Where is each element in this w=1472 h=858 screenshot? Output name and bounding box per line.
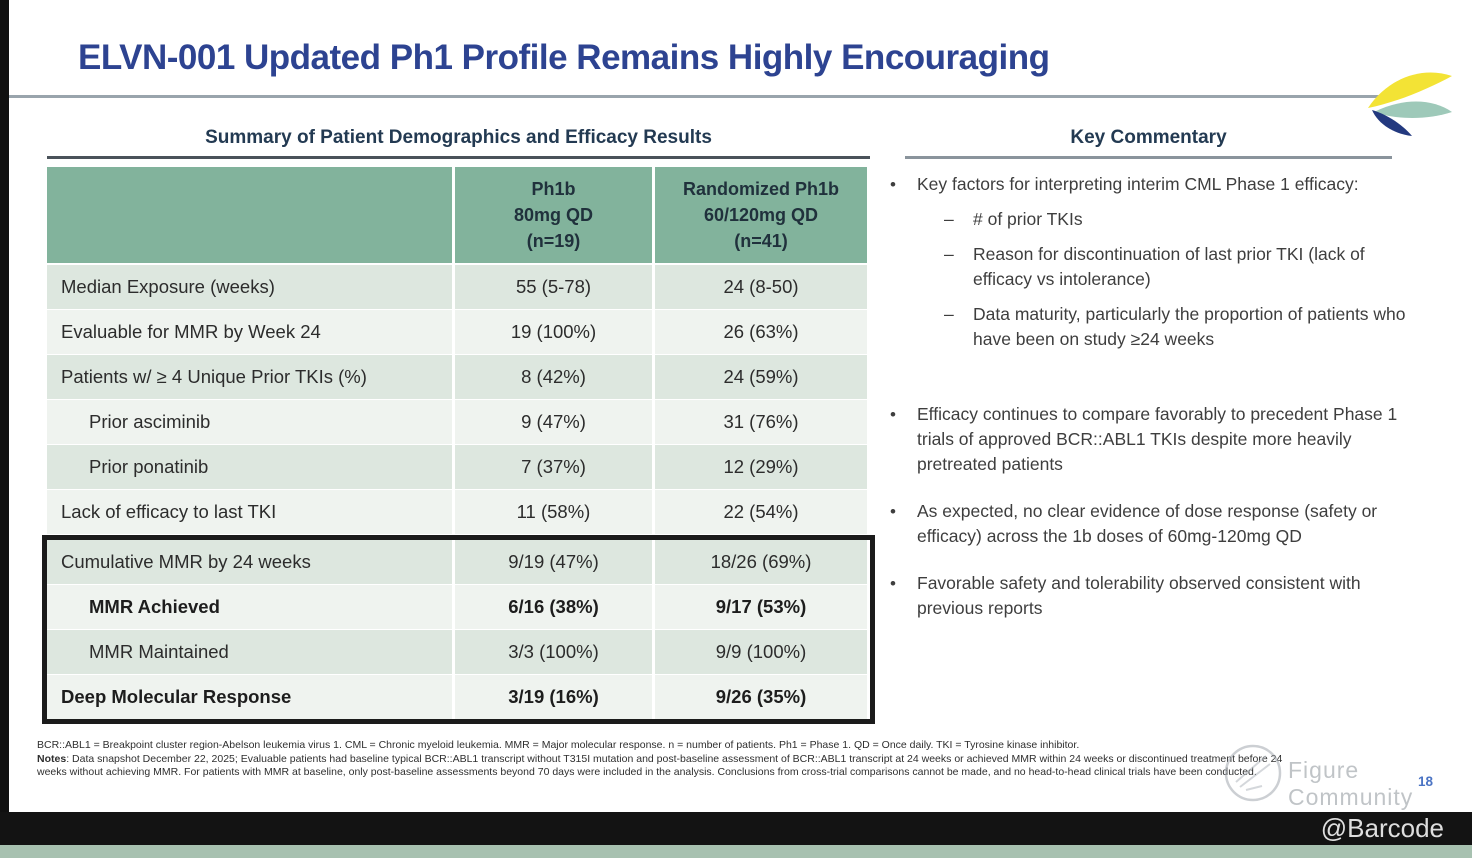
row-label: Cumulative MMR by 24 weeks [47, 540, 452, 584]
row-value-randomized: 24 (59%) [655, 355, 867, 399]
row-value-randomized: 31 (76%) [655, 400, 867, 444]
row-label: Patients w/ ≥ 4 Unique Prior TKIs (%) [47, 355, 452, 399]
row-value-ph1b: 55 (5-78) [455, 265, 652, 309]
commentary-sub-bullet: – # of prior TKIs [944, 207, 1422, 232]
commentary-bullet: • As expected, no clear evidence of dose… [890, 499, 1422, 549]
row-value-ph1b: 11 (58%) [455, 490, 652, 534]
row-value-ph1b: 19 (100%) [455, 310, 652, 354]
bullet-icon: • [890, 175, 896, 194]
row-label: Prior asciminib [47, 400, 452, 444]
dash-icon: – [944, 209, 954, 229]
footnote-abbreviations: BCR::ABL1 = Breakpoint cluster region-Ab… [37, 739, 1080, 751]
header-line: Ph1b [531, 179, 576, 199]
header-randomized-cell: Randomized Ph1b 60/120mg QD (n=41) [655, 167, 867, 263]
company-logo-icon [1360, 62, 1460, 149]
table-row: Median Exposure (weeks) 55 (5-78) 24 (8-… [47, 265, 880, 309]
row-value-ph1b: 9 (47%) [455, 400, 652, 444]
table-row: MMR Achieved 6/16 (38%) 9/17 (53%) [47, 585, 870, 629]
commentary-bullet: • Favorable safety and tolerability obse… [890, 571, 1422, 621]
watermark-logo-icon [1222, 742, 1284, 809]
row-label: Prior ponatinib [47, 445, 452, 489]
row-value-randomized: 22 (54%) [655, 490, 867, 534]
header-line: (n=41) [734, 231, 788, 251]
screen-edge-strip [0, 0, 9, 812]
bottom-accent-strip [0, 845, 1472, 858]
row-label: Median Exposure (weeks) [47, 265, 452, 309]
demographics-efficacy-table: Ph1b 80mg QD (n=19) Randomized Ph1b 60/1… [42, 167, 880, 724]
footnote-notes-line1: Notes: Data snapshot December 22, 2025; … [37, 753, 1457, 767]
row-value-randomized: 24 (8-50) [655, 265, 867, 309]
row-value-randomized: 18/26 (69%) [655, 540, 867, 584]
table-heading-divider [47, 156, 870, 159]
mmr-highlight-box: Cumulative MMR by 24 weeks 9/19 (47%) 18… [42, 535, 875, 724]
footer-handle: @Barcode [1320, 813, 1444, 843]
dash-icon: – [944, 304, 954, 324]
table-row: Deep Molecular Response 3/19 (16%) 9/26 … [47, 675, 870, 719]
bullet-text: As expected, no clear evidence of dose r… [917, 501, 1378, 546]
header-line: (n=19) [526, 231, 581, 251]
row-value-randomized: 9/17 (53%) [655, 585, 867, 629]
notes-text: : Data snapshot December 22, 2025; Evalu… [66, 752, 1283, 765]
header-line: 80mg QD [513, 205, 594, 225]
row-value-randomized: 9/26 (35%) [655, 675, 867, 719]
row-label: MMR Achieved [47, 585, 452, 629]
table-row: Prior ponatinib 7 (37%) 12 (29%) [47, 445, 880, 489]
bullet-text: Key factors for interpreting interim CML… [917, 174, 1359, 194]
commentary-bullet: • Efficacy continues to compare favorabl… [890, 402, 1422, 477]
bullet-icon: • [890, 405, 896, 424]
page-number: 18 [1418, 774, 1434, 789]
bullet-text: Favorable safety and tolerability observ… [917, 573, 1361, 618]
row-value-ph1b: 3/3 (100%) [455, 630, 652, 674]
header-line: 60/120mg QD [703, 205, 819, 225]
bullet-text: Efficacy continues to compare favorably … [917, 404, 1398, 474]
table-row: Cumulative MMR by 24 weeks 9/19 (47%) 18… [47, 540, 870, 584]
title-divider [9, 95, 1385, 98]
table-row: Evaluable for MMR by Week 24 19 (100%) 2… [47, 310, 880, 354]
key-commentary-list: • Key factors for interpreting interim C… [890, 172, 1422, 621]
footnotes: BCR::ABL1 = Breakpoint cluster region-Ab… [37, 739, 1457, 780]
footer-bar: @Barcode [0, 812, 1472, 845]
bullet-icon: • [890, 574, 896, 593]
row-value-ph1b: 6/16 (38%) [455, 585, 652, 629]
header-ph1b-cell: Ph1b 80mg QD (n=19) [455, 167, 652, 263]
sub-bullet-text: # of prior TKIs [973, 209, 1083, 229]
row-label: Evaluable for MMR by Week 24 [47, 310, 452, 354]
table-row: MMR Maintained 3/3 (100%) 9/9 (100%) [47, 630, 870, 674]
sub-bullet-text: Data maturity, particularly the proporti… [973, 304, 1406, 349]
table-header-row: Ph1b 80mg QD (n=19) Randomized Ph1b 60/1… [47, 167, 880, 265]
row-value-ph1b: 8 (42%) [455, 355, 652, 399]
notes-label: Notes [37, 752, 67, 765]
table-row: Prior asciminib 9 (47%) 31 (76%) [47, 400, 880, 444]
dash-icon: – [944, 244, 954, 264]
table-section-heading: Summary of Patient Demographics and Effi… [205, 127, 712, 148]
row-label: MMR Maintained [47, 630, 452, 674]
commentary-heading-divider [905, 156, 1392, 159]
row-value-ph1b: 7 (37%) [455, 445, 652, 489]
row-value-randomized: 9/9 (100%) [655, 630, 867, 674]
row-label: Deep Molecular Response [47, 675, 452, 719]
commentary-bullet: • Key factors for interpreting interim C… [890, 172, 1422, 197]
row-value-randomized: 12 (29%) [655, 445, 867, 489]
header-line: Randomized Ph1b [682, 179, 839, 199]
row-value-ph1b: 9/19 (47%) [455, 540, 652, 584]
table-row: Patients w/ ≥ 4 Unique Prior TKIs (%) 8 … [47, 355, 880, 399]
table-row: Lack of efficacy to last TKI 11 (58%) 22… [47, 490, 880, 534]
row-value-randomized: 26 (63%) [655, 310, 867, 354]
page-title: ELVN-001 Updated Ph1 Profile Remains Hig… [78, 38, 1050, 77]
commentary-section-heading: Key Commentary [1070, 127, 1227, 148]
bullet-icon: • [890, 502, 896, 521]
row-value-ph1b: 3/19 (16%) [455, 675, 652, 719]
commentary-sub-bullet: – Data maturity, particularly the propor… [944, 302, 1422, 352]
watermark-text: Figure Community [1288, 757, 1414, 810]
sub-bullet-text: Reason for discontinuation of last prior… [973, 244, 1365, 289]
header-empty-cell [47, 167, 452, 263]
commentary-sub-bullet: – Reason for discontinuation of last pri… [944, 242, 1422, 292]
footnote-notes-line2: weeks without achieving MMR. For patient… [37, 766, 1257, 778]
row-label: Lack of efficacy to last TKI [47, 490, 452, 534]
